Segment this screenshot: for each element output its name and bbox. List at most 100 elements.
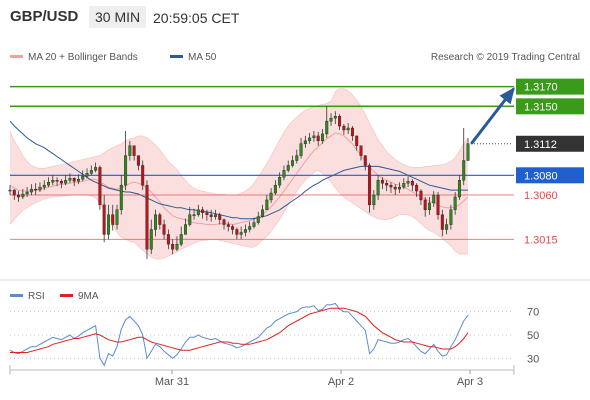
candle-body <box>372 194 376 206</box>
candle-body <box>94 167 98 171</box>
candle <box>59 179 63 189</box>
resistance-label-1.3170: 1.3170 <box>524 82 558 94</box>
candle <box>265 195 269 210</box>
timeframe-button[interactable]: 30 MIN <box>89 6 147 28</box>
candle <box>239 226 243 240</box>
candle <box>154 209 158 237</box>
candle-body <box>209 214 213 217</box>
legend-ma20-bb: MA 20 + Bollinger Bands <box>10 52 138 63</box>
candle <box>77 174 80 185</box>
candle-body <box>462 160 466 181</box>
candle-body <box>273 184 277 194</box>
legend-9ma-swatch <box>60 293 73 297</box>
chart-header: GBP/USD 30 MIN 20:59:05 CET <box>0 0 590 36</box>
candle-body <box>158 214 162 225</box>
candle-body <box>38 186 42 191</box>
candle-body <box>385 182 389 186</box>
legend-rsi-label: RSI <box>28 291 45 302</box>
candle <box>209 209 213 222</box>
candle-body <box>226 224 230 227</box>
candle-body <box>34 188 38 191</box>
candle-body <box>316 135 320 142</box>
candle <box>106 204 110 240</box>
last-price-label-box <box>516 135 584 152</box>
candle <box>333 111 337 125</box>
candle <box>188 206 192 227</box>
candle-body <box>124 155 128 186</box>
candle <box>149 219 153 255</box>
candle <box>389 182 393 194</box>
candle-body <box>380 180 384 184</box>
candle-body <box>466 143 470 161</box>
candle <box>64 175 68 186</box>
candle-body <box>179 234 183 245</box>
candle <box>205 209 209 221</box>
x-axis-label: Apr 2 <box>328 376 354 388</box>
candle <box>402 178 406 190</box>
candle-body <box>149 229 153 250</box>
timestamp: 20:59:05 CET <box>153 10 240 26</box>
candle-body <box>445 224 449 230</box>
candle <box>419 189 423 205</box>
resistance-label-1.3150: 1.3150 <box>524 101 558 113</box>
support-label-1.3015: 1.3015 <box>524 234 558 246</box>
candle <box>269 188 273 203</box>
candle-body <box>269 192 273 201</box>
candle <box>436 192 440 220</box>
candle <box>8 185 12 196</box>
candle <box>329 113 333 127</box>
candle <box>21 189 25 199</box>
candle <box>338 114 342 130</box>
candle-body <box>72 178 76 182</box>
candle <box>226 221 230 232</box>
legend-ma50: MA 50 <box>170 52 216 63</box>
candle <box>410 179 414 192</box>
candle-body <box>248 226 252 230</box>
candle <box>98 165 102 210</box>
candle <box>141 160 145 191</box>
projection-arrow-head <box>499 87 515 105</box>
candle-body <box>132 145 136 156</box>
pivot-label-1.3080: 1.3080 <box>524 170 558 182</box>
last-price-label: 1.3112 <box>524 139 557 151</box>
candle-body <box>188 214 192 225</box>
candle-body <box>12 189 16 196</box>
candle <box>34 183 38 196</box>
candle-body <box>68 178 72 181</box>
candle-body <box>286 165 290 171</box>
candle <box>316 131 320 146</box>
candle-body <box>282 170 286 178</box>
rsi-ma-line <box>10 307 469 353</box>
rsi-tick-label: 70 <box>527 307 539 319</box>
candle <box>115 204 119 230</box>
candle-body <box>154 214 158 230</box>
candle-body <box>98 167 102 206</box>
pivot-label-box-1.3080 <box>516 167 584 184</box>
candle-body <box>141 165 145 186</box>
candle <box>415 183 419 197</box>
candle <box>25 187 29 197</box>
candle <box>445 218 449 235</box>
candle-body <box>25 191 29 195</box>
candle <box>355 135 359 151</box>
candle <box>423 196 427 217</box>
candle-body <box>423 199 427 210</box>
candle <box>457 175 461 200</box>
legend-ma50-label: MA 50 <box>188 52 217 63</box>
candle-body <box>192 214 196 216</box>
candle <box>85 168 89 179</box>
candle-body <box>111 214 115 225</box>
candle <box>320 128 324 144</box>
x-axis-label: Apr 3 <box>457 376 483 388</box>
candle-body <box>8 189 12 192</box>
candle <box>196 204 200 217</box>
candle-body <box>51 180 55 183</box>
candle-body <box>81 176 85 180</box>
candle <box>291 155 294 168</box>
candle-body <box>419 190 423 201</box>
candle-body <box>184 224 187 235</box>
candle <box>453 192 457 215</box>
candle <box>231 224 235 235</box>
candle-body <box>47 181 51 186</box>
candle-body <box>291 160 294 166</box>
